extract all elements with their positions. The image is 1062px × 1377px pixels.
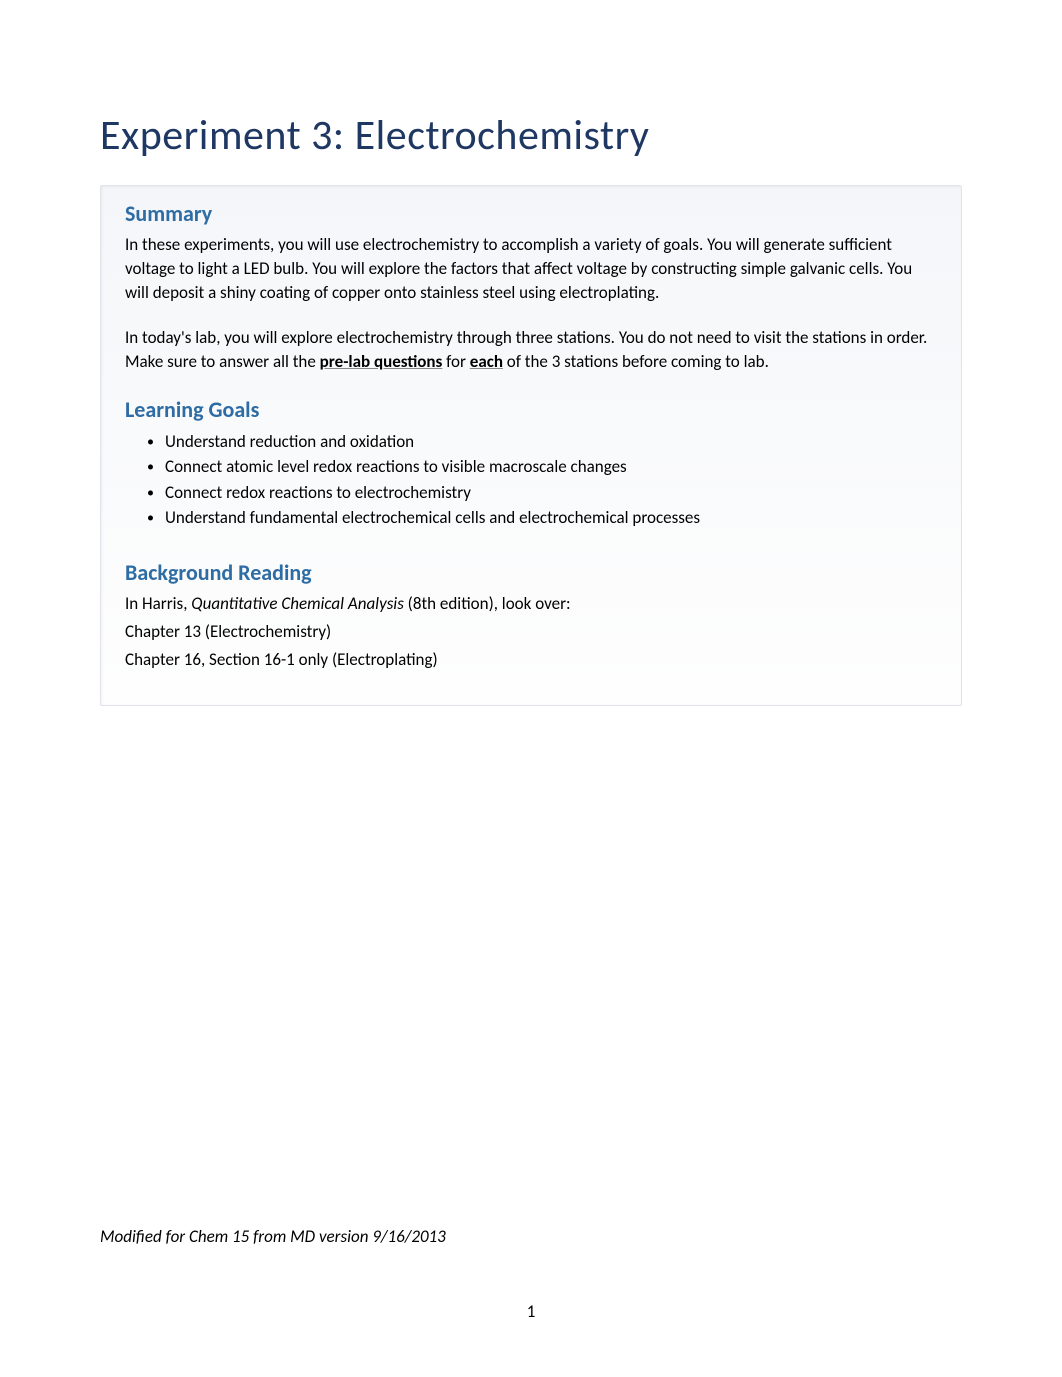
summary-para1: In these experiments, you will use elect… <box>125 233 937 304</box>
background-line1a: In Harris, <box>125 593 191 614</box>
list-item: Connect redox reactions to electrochemis… <box>147 480 937 506</box>
content-box: Summary In these experiments, you will u… <box>100 185 962 706</box>
background-line1b: (8th edition), look over: <box>404 593 571 614</box>
page-number: 1 <box>0 1301 1062 1322</box>
summary-heading: Summary <box>125 200 937 227</box>
summary-emphasis-each: each <box>470 351 503 372</box>
learning-goals-list: Understand reduction and oxidation Conne… <box>125 429 937 531</box>
list-item: Understand reduction and oxidation <box>147 429 937 455</box>
background-book-title: Quantitative Chemical Analysis <box>191 593 404 614</box>
background-content: In Harris, Quantitative Chemical Analysi… <box>125 592 937 671</box>
summary-text-2b: for <box>442 351 469 372</box>
background-line3: Chapter 16, Section 16-1 only (Electropl… <box>125 648 937 672</box>
footer-note: Modified for Chem 15 from MD version 9/1… <box>100 1226 446 1247</box>
list-item: Understand fundamental electrochemical c… <box>147 505 937 531</box>
list-item: Connect atomic level redox reactions to … <box>147 454 937 480</box>
learning-goals-heading: Learning Goals <box>125 396 937 423</box>
summary-para2: In today's lab, you will explore electro… <box>125 326 937 374</box>
background-reading-heading: Background Reading <box>125 559 937 586</box>
page-title: Experiment 3: Electrochemistry <box>100 110 962 161</box>
summary-text-1: In these experiments, you will use elect… <box>125 234 912 303</box>
summary-emphasis-prelab: pre-lab questions <box>320 351 443 372</box>
background-line2: Chapter 13 (Electrochemistry) <box>125 620 937 644</box>
summary-text-2c: of the 3 stations before coming to lab. <box>503 351 769 372</box>
